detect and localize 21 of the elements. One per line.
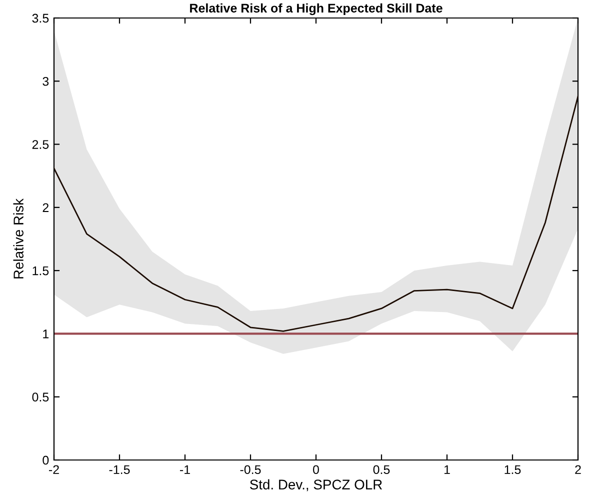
x-tick-label: 1	[444, 465, 450, 474]
x-tick-label: -2	[49, 465, 59, 474]
x-tick-label: 1.5	[504, 465, 521, 474]
line-series	[54, 96, 578, 332]
x-tick-label: -1	[180, 465, 190, 474]
y-tick-label: 2	[42, 203, 49, 212]
x-axis-title: Std. Dev., SPCZ OLR	[250, 479, 382, 492]
y-axis-title: Relative Risk	[13, 198, 24, 278]
x-tick-label: 0	[313, 465, 319, 474]
y-tick-label: 3	[42, 76, 49, 86]
y-tick-label: 3.5	[32, 14, 49, 23]
x-tick-label: -1.5	[109, 465, 130, 474]
x-tick-label: 2	[575, 465, 581, 474]
y-tick-label: 1	[43, 330, 49, 338]
x-tick-label: 0.5	[373, 465, 390, 474]
chart-title: Relative Risk of a High Expected Skill Date	[190, 3, 442, 16]
y-tick-label: 2.5	[32, 140, 49, 149]
y-tick-label: 0.5	[32, 392, 49, 402]
x-tick-label: -0.5	[240, 465, 261, 474]
y-tick-label: 1.5	[32, 266, 49, 276]
y-tick-label: 0	[42, 456, 49, 465]
